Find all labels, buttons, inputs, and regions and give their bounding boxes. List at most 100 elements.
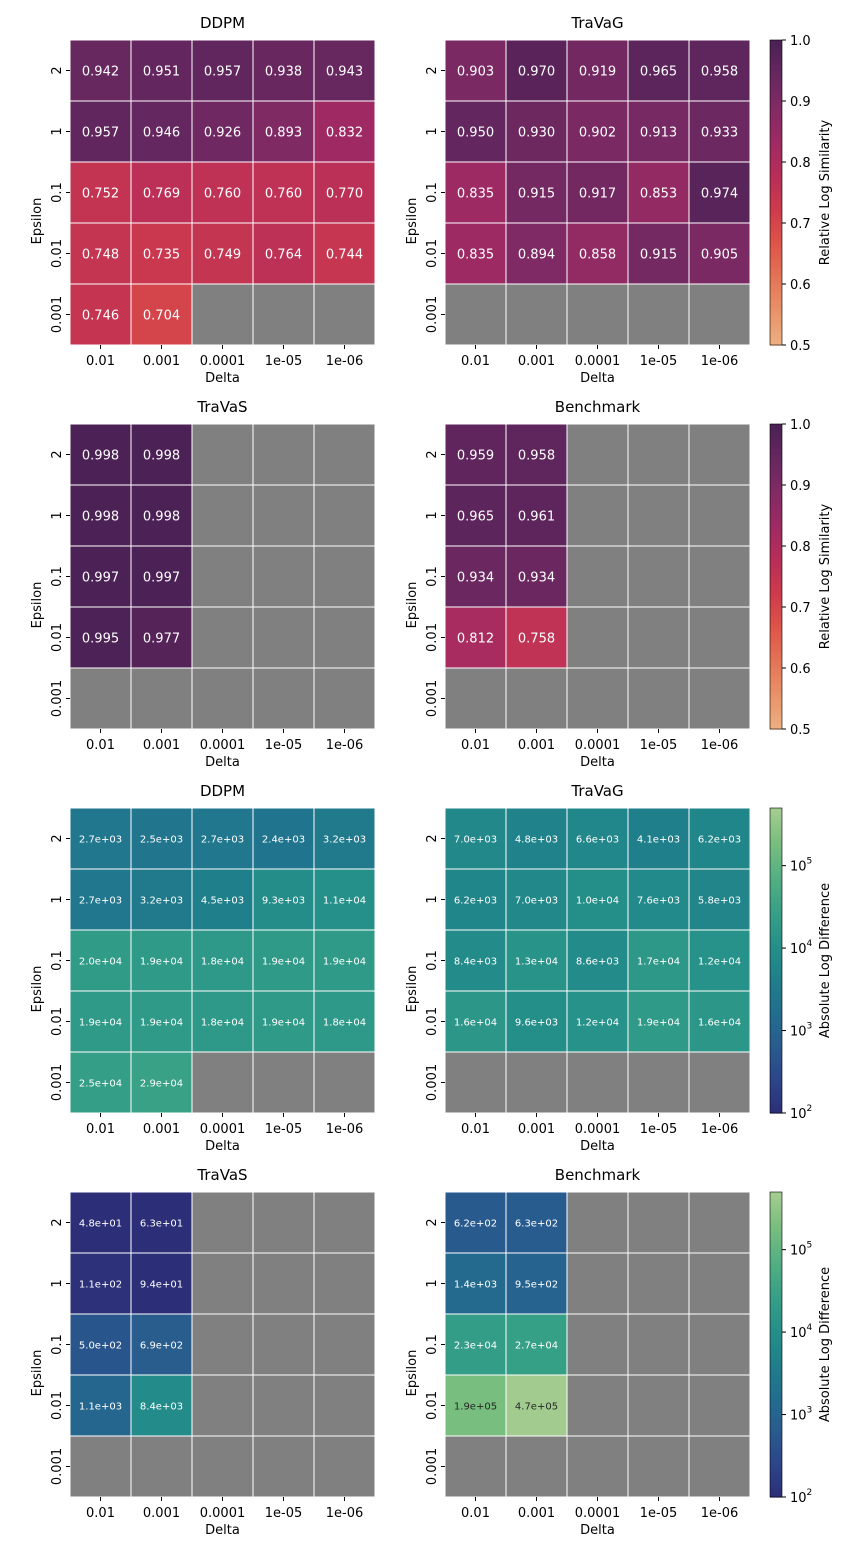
y-tick-label: 1 (425, 895, 440, 903)
y-tick-label: 2 (425, 66, 440, 74)
x-tick-label: 1e-05 (640, 1122, 678, 1137)
colorbar-segment (770, 917, 782, 922)
colorbar-segment (770, 704, 782, 709)
colorbar-segment (770, 1280, 782, 1285)
data-label: 0.913 (640, 126, 677, 141)
x-tick-label: 0.01 (461, 1122, 490, 1137)
heatmap-cell (627, 1435, 690, 1498)
y-tick-label: 0.001 (50, 680, 65, 717)
colorbar-segment (770, 847, 782, 852)
heatmap-cell (130, 1313, 193, 1376)
colorbar-segment (770, 445, 782, 449)
heatmap-cell (252, 929, 315, 992)
data-label: 0.835 (457, 187, 494, 202)
colorbar-segment (770, 1259, 782, 1263)
colorbar-segment (770, 591, 782, 596)
colorbar-segment (770, 1109, 782, 1114)
heatmap-cell (566, 667, 629, 730)
colorbar-segment (770, 43, 782, 47)
colorbar-segment (770, 1237, 782, 1242)
colorbar-segment (770, 844, 782, 849)
colorbar-segment (770, 1076, 782, 1081)
x-tick-label: 0.001 (518, 1122, 555, 1137)
colorbar-segment (770, 896, 782, 901)
colorbar-segment (770, 939, 782, 943)
heatmap-cell (688, 1374, 751, 1437)
x-tick-label: 0.01 (461, 738, 490, 753)
colorbar-segment (770, 299, 782, 303)
colorbar-segment (770, 597, 782, 602)
heatmap-cell (444, 161, 507, 224)
colorbar-segment (770, 926, 782, 931)
colorbar-segment (770, 1274, 782, 1278)
colorbar-segment (770, 856, 782, 861)
colorbar-frame (769, 423, 783, 730)
colorbar-segment (770, 1085, 782, 1090)
colorbar-segment (770, 1052, 782, 1056)
heatmap-cell (627, 484, 690, 547)
data-label: 0.957 (82, 126, 119, 141)
panel-title: Benchmark (555, 398, 641, 416)
colorbar-segment (770, 226, 782, 230)
colorbar-segment (770, 966, 782, 971)
colorbar-segment (770, 1301, 782, 1306)
colorbar-segment (770, 692, 782, 697)
colorbar-segment (770, 942, 782, 946)
heatmap-cell (130, 667, 193, 730)
data-label: 1.2e+04 (576, 1018, 619, 1029)
colorbar-segment (770, 290, 782, 294)
heatmap-cell (688, 222, 751, 285)
colorbar-tick-label: 103 (790, 1406, 812, 1424)
colorbar-segment (770, 1106, 782, 1111)
colorbar-segment (770, 201, 782, 206)
heatmap-cell (130, 807, 193, 870)
colorbar-segment (770, 619, 782, 623)
colorbar-segment (770, 683, 782, 687)
colorbar-segment (770, 219, 782, 224)
colorbar-segment (770, 162, 782, 166)
heatmap-panel: TraVaG 0.903 0.970 0.919 0.965 0.958 0.950 0.93… (405, 14, 751, 386)
colorbar-segment (770, 997, 782, 1001)
colorbar-segment (770, 1216, 782, 1221)
colorbar-segment (770, 1262, 782, 1266)
x-tick-label: 0.0001 (200, 354, 246, 369)
colorbar-segment (770, 567, 782, 571)
colorbar-segment (770, 530, 782, 535)
heatmap-cell (566, 1435, 629, 1498)
heatmap-cell (313, 807, 376, 870)
x-tick-label: 0.01 (86, 1122, 115, 1137)
y-axis-label: Epsilon (405, 966, 420, 1013)
y-tick-label: 0.01 (50, 623, 65, 652)
colorbar-segment (770, 64, 782, 69)
colorbar-segment (770, 49, 782, 53)
colorbar-segment (770, 1024, 782, 1029)
heatmap-cell (313, 606, 376, 669)
data-label: 0.744 (326, 248, 363, 263)
colorbar-segment (770, 491, 782, 495)
colorbar-segment (770, 113, 782, 117)
colorbar-tick-label: 0.9 (790, 479, 811, 494)
colorbar-segment (770, 140, 782, 145)
colorbar-segment (770, 427, 782, 431)
heatmap-cell (566, 1374, 629, 1437)
colorbar-tick-label: 0.6 (790, 662, 811, 677)
colorbar-segment (770, 1045, 782, 1050)
colorbar-segment (770, 820, 782, 824)
panel-title: TraVaS (196, 398, 247, 416)
data-label: 0.704 (143, 309, 180, 324)
heatmap-cell (505, 1051, 568, 1114)
data-label: 0.998 (143, 510, 180, 525)
data-label: 0.903 (457, 65, 494, 80)
y-tick-label: 0.01 (425, 1007, 440, 1036)
colorbar-tick-label: 0.8 (790, 540, 811, 555)
data-label: 1.2e+04 (698, 957, 741, 968)
colorbar-segment (770, 308, 782, 313)
colorbar-segment (770, 314, 782, 319)
heatmap-cell (130, 1374, 193, 1437)
heatmap-cell (313, 990, 376, 1053)
colorbar-segment (770, 1067, 782, 1071)
data-label: 1.9e+05 (454, 1402, 497, 1413)
data-label: 4.8e+03 (515, 835, 558, 846)
heatmap-cell (444, 990, 507, 1053)
heatmap-cell (566, 423, 629, 486)
